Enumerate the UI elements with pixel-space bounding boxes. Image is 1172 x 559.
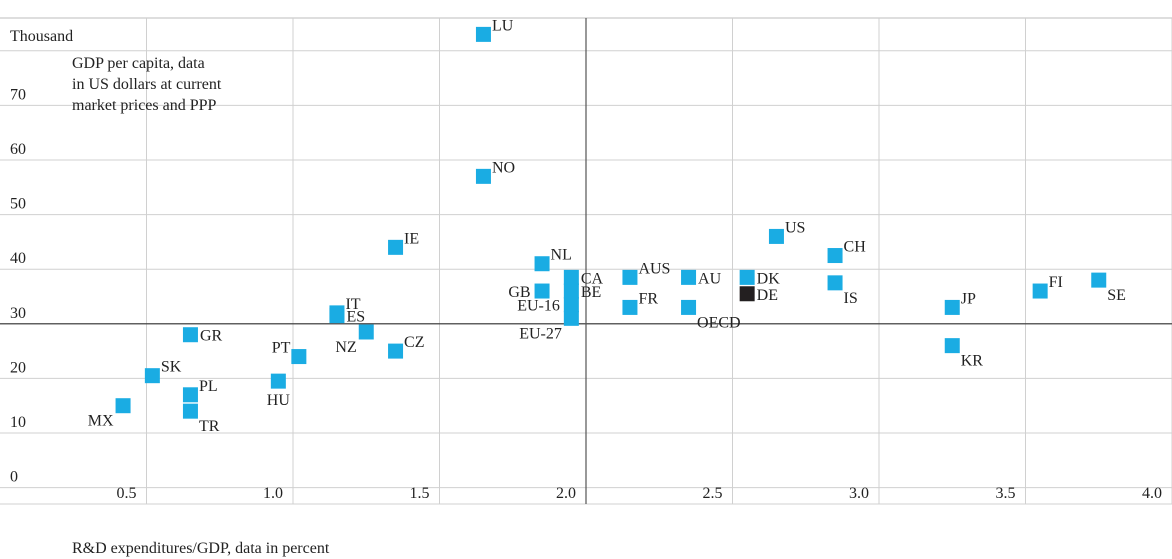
- point-pl: [182, 387, 198, 403]
- point-label: PL: [199, 378, 218, 395]
- point-mx: [115, 398, 131, 414]
- y-tick-label: 70: [10, 86, 26, 103]
- y-tick-label: 20: [10, 359, 26, 376]
- point-label: CH: [844, 239, 867, 256]
- point-aus: [622, 269, 638, 285]
- point-label: NZ: [335, 339, 356, 356]
- point-gr: [182, 327, 198, 343]
- point-label: BE: [581, 284, 601, 301]
- point-se: [1091, 272, 1107, 288]
- y-axis-title: GDP per capita, data in US dollars at cur…: [72, 55, 222, 114]
- y-tick-label: 30: [10, 305, 26, 322]
- point-label: IT: [345, 296, 360, 313]
- point-label: CA: [581, 270, 604, 287]
- point-oecd: [681, 299, 697, 315]
- point-is: [827, 275, 843, 291]
- point-tr: [182, 403, 198, 419]
- point-label: GB: [508, 284, 530, 301]
- y-tick-label: 60: [10, 141, 26, 158]
- point-label: FR: [638, 290, 658, 307]
- point-label: MX: [88, 413, 114, 430]
- point-label: CZ: [404, 334, 424, 351]
- point-jp: [944, 299, 960, 315]
- point-label: US: [785, 219, 805, 236]
- point-label: IE: [404, 230, 419, 247]
- x-tick-label: 3.5: [996, 485, 1016, 502]
- point-cz: [388, 343, 404, 359]
- point-dk: [739, 269, 755, 285]
- point-label: HU: [267, 392, 291, 409]
- point-us: [768, 228, 784, 244]
- reference-lines: [0, 18, 1172, 504]
- y-tick-label: 10: [10, 414, 26, 431]
- x-axis-title: R&D expenditures/GDP, data in percent: [72, 540, 330, 557]
- point-eu-16: [563, 297, 579, 313]
- point-sk: [144, 368, 160, 384]
- point-gb: [534, 283, 550, 299]
- point-label: KR: [961, 353, 984, 370]
- y-tick-label: 40: [10, 250, 26, 267]
- point-label: JP: [961, 290, 976, 307]
- x-axis-ticks: 0.5 1.0 1.5 2.0 2.5 3.0 3.5 4.0: [117, 485, 1163, 502]
- point-fr: [622, 299, 638, 315]
- point-label: ES: [346, 309, 365, 326]
- point-label: TR: [199, 418, 220, 435]
- point-ie: [388, 239, 404, 255]
- point-lu: [475, 26, 491, 42]
- point-label: NL: [551, 247, 572, 264]
- point-es: [329, 308, 345, 324]
- point-ch: [827, 248, 843, 264]
- point-ca: [563, 269, 579, 285]
- x-tick-label: 2.0: [556, 485, 576, 502]
- x-tick-label: 2.5: [703, 485, 723, 502]
- point-label: DE: [757, 287, 778, 304]
- x-tick-label: 3.0: [849, 485, 869, 502]
- y-axis-ticks: 0 10 20 30 40 50 60 70: [10, 86, 26, 485]
- y-tick-label: 50: [10, 196, 26, 213]
- point-label: LU: [492, 17, 514, 34]
- x-tick-label: 1.0: [263, 485, 283, 502]
- point-label: OECD: [697, 314, 741, 331]
- point-nz: [358, 324, 374, 340]
- point-au: [681, 269, 697, 285]
- point-kr: [944, 338, 960, 354]
- x-tick-label: 0.5: [117, 485, 137, 502]
- point-nl: [534, 256, 550, 272]
- y-tick-label: 0: [10, 469, 18, 486]
- y-unit-label: Thousand: [10, 28, 73, 45]
- point-label: PT: [272, 340, 291, 357]
- point-eu-27: [563, 310, 579, 326]
- point-pt: [291, 349, 307, 365]
- point-fi: [1032, 283, 1048, 299]
- point-label: FI: [1049, 274, 1063, 291]
- point-label: DK: [757, 270, 781, 287]
- point-de: [739, 286, 755, 302]
- point-label: AUS: [638, 260, 670, 277]
- x-tick-label: 4.0: [1142, 485, 1162, 502]
- point-label: SK: [161, 359, 182, 376]
- x-tick-label: 1.5: [410, 485, 430, 502]
- point-label: AU: [698, 270, 722, 287]
- point-label: EU-16: [517, 298, 560, 315]
- point-label: IS: [844, 290, 858, 307]
- point-label: EU-27: [519, 325, 562, 342]
- point-be: [563, 283, 579, 299]
- point-hu: [270, 373, 286, 389]
- point-label: GR: [200, 328, 223, 345]
- point-no: [475, 168, 491, 184]
- point-label: NO: [492, 159, 515, 176]
- point-label: SE: [1107, 287, 1126, 304]
